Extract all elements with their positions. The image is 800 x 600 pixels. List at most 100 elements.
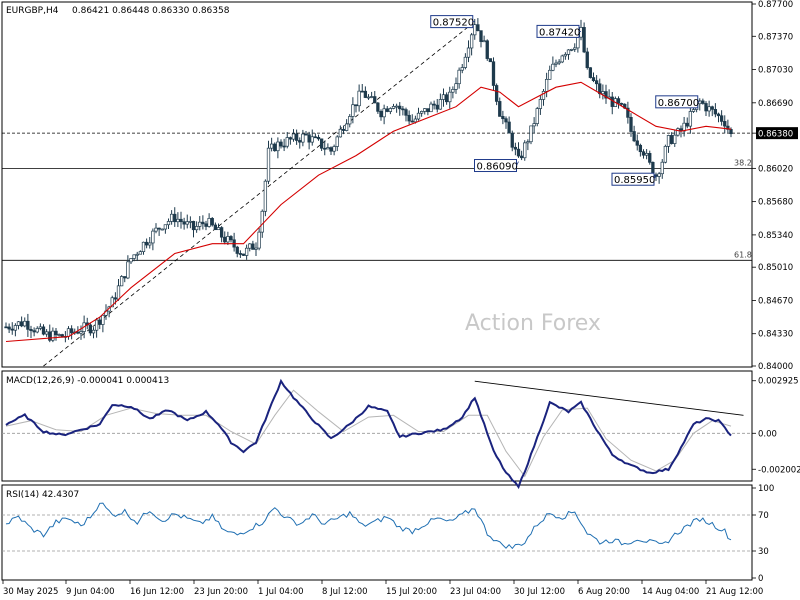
price-annotation-label-3: 0.86090 bbox=[477, 162, 518, 173]
candle bbox=[566, 49, 571, 60]
candle bbox=[579, 19, 583, 41]
price-tick-label-6: 0.85680 bbox=[758, 198, 793, 208]
candle bbox=[332, 144, 336, 156]
candle bbox=[723, 115, 727, 134]
candle bbox=[288, 136, 293, 145]
candle bbox=[513, 142, 518, 156]
candle bbox=[660, 159, 664, 179]
candle bbox=[604, 84, 608, 104]
candle bbox=[16, 321, 21, 330]
candle bbox=[719, 110, 724, 126]
candle bbox=[344, 119, 349, 132]
candle bbox=[432, 100, 436, 110]
candle bbox=[551, 56, 555, 72]
candle bbox=[144, 238, 149, 249]
candle bbox=[248, 243, 252, 252]
candle bbox=[657, 171, 661, 184]
candle bbox=[376, 102, 380, 114]
candle bbox=[329, 146, 333, 155]
candle bbox=[429, 101, 433, 113]
candle bbox=[354, 104, 358, 113]
candle bbox=[169, 210, 174, 225]
candle bbox=[538, 95, 543, 115]
candle bbox=[460, 63, 464, 74]
candle bbox=[644, 149, 649, 160]
candle bbox=[704, 101, 708, 116]
x-tick-label-9: 6 Aug 20:00 bbox=[578, 587, 630, 597]
x-tick-label-6: 15 Jul 20:00 bbox=[386, 587, 437, 597]
candle bbox=[276, 137, 280, 159]
candle bbox=[69, 325, 74, 340]
x-tick-label-10: 14 Aug 04:00 bbox=[642, 587, 699, 597]
candle bbox=[241, 253, 246, 256]
candle bbox=[98, 317, 102, 330]
candle bbox=[591, 72, 596, 83]
candle bbox=[313, 133, 318, 139]
candle bbox=[519, 150, 524, 161]
price-title: EURGBP,H4 bbox=[6, 6, 59, 16]
candle bbox=[23, 317, 27, 328]
candle bbox=[35, 326, 39, 334]
price-annotation-label-4: 0.85950 bbox=[614, 175, 655, 186]
candle bbox=[198, 216, 202, 231]
x-tick-label-4: 1 Jul 04:00 bbox=[258, 587, 304, 597]
candle bbox=[135, 251, 139, 262]
candle bbox=[223, 231, 227, 245]
candle bbox=[582, 22, 586, 54]
candle bbox=[341, 125, 346, 135]
candle bbox=[185, 214, 189, 229]
candle bbox=[157, 227, 161, 236]
x-tick-label-1: 9 Jun 04:00 bbox=[66, 587, 115, 597]
candle bbox=[51, 327, 55, 343]
rsi-layer bbox=[2, 502, 752, 552]
candle bbox=[88, 322, 93, 336]
candle bbox=[438, 93, 443, 110]
candle bbox=[238, 250, 243, 258]
candle bbox=[554, 59, 558, 68]
x-tick-label-5: 8 Jul 12:00 bbox=[322, 587, 368, 597]
price-tick-label-10: 0.84330 bbox=[758, 330, 793, 340]
candle bbox=[541, 89, 546, 106]
candle bbox=[707, 100, 711, 117]
candle bbox=[698, 98, 702, 111]
candle bbox=[213, 222, 218, 231]
candle bbox=[163, 224, 168, 234]
candle bbox=[207, 213, 211, 228]
price-tick-label-5: 0.86020 bbox=[758, 164, 793, 174]
candle bbox=[154, 223, 158, 234]
rsi-panel bbox=[1, 484, 753, 581]
candle bbox=[404, 107, 408, 122]
candle bbox=[669, 132, 674, 145]
candle bbox=[535, 106, 539, 127]
candle bbox=[219, 226, 224, 243]
candle bbox=[91, 327, 96, 339]
candle bbox=[523, 140, 527, 161]
watermark: Action Forex bbox=[465, 311, 601, 336]
candle bbox=[441, 88, 446, 107]
candle bbox=[423, 108, 427, 115]
candle bbox=[626, 101, 630, 124]
price-tick-label-9: 0.84670 bbox=[758, 296, 793, 306]
candle bbox=[401, 106, 405, 116]
candle bbox=[19, 316, 24, 328]
macd-title: MACD(12,26,9) -0.000041 0.000413 bbox=[6, 376, 169, 386]
candle bbox=[13, 323, 18, 337]
candle bbox=[160, 228, 164, 231]
candle bbox=[641, 149, 646, 159]
x-tick-label-7: 23 Jul 04:00 bbox=[450, 587, 501, 597]
rsi-tick-label-0: 100 bbox=[758, 484, 774, 494]
candle bbox=[407, 110, 411, 125]
price-trendline bbox=[43, 21, 475, 367]
rsi-tick-label-3: 0 bbox=[758, 574, 763, 584]
candle bbox=[279, 139, 283, 149]
price-layer: 38.2 61.8 0.87520 0.87420 0.86700 0.86090 0.85… bbox=[2, 15, 752, 367]
candle bbox=[307, 131, 311, 150]
candle bbox=[504, 116, 508, 129]
candle bbox=[123, 276, 127, 283]
candle bbox=[338, 125, 343, 138]
candle bbox=[269, 137, 274, 152]
candle bbox=[26, 313, 30, 337]
price-annotation-0: 0.87520 bbox=[430, 15, 475, 29]
candle bbox=[216, 223, 221, 231]
candle bbox=[594, 75, 599, 91]
